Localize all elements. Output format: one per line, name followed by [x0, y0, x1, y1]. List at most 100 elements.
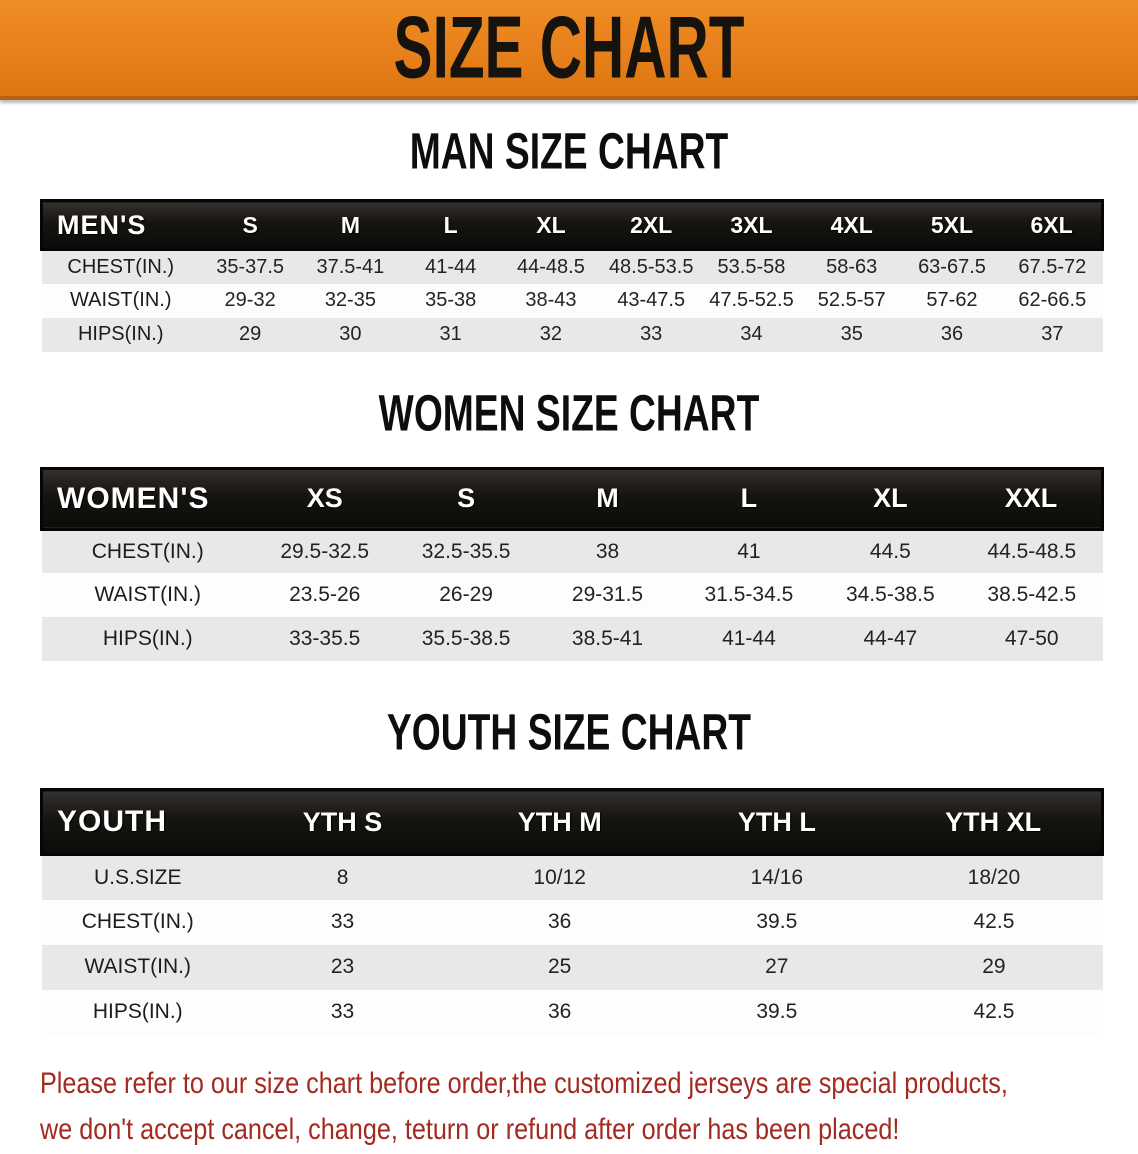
measurement-value: 32.5-35.5: [421, 539, 511, 563]
table-group-label: WOMEN'S: [40, 466, 254, 531]
measurement-label: U.S.SIZE: [93, 865, 182, 889]
measurement-value: 33: [330, 1000, 355, 1023]
size-column-header: 2XL: [601, 199, 702, 251]
measurement-label: CHEST(IN.): [91, 539, 204, 563]
size-column-header: YTH XL: [885, 788, 1105, 856]
measurement-value: 33: [640, 323, 663, 345]
measurement-value: 26-29: [439, 583, 493, 606]
measurement-row: HIPS(IN.) 29 30 31 32 33 34 35 36 37: [41, 317, 1103, 352]
measurement-value: 44-47: [863, 627, 918, 650]
mens-section: MAN SIZE CHART MEN'S S M L XL 2XL 3XL 4XL 5XL 6XL…: [0, 123, 1138, 352]
womens-section: WOMEN SIZE CHART WOMEN'S XS S M L XL XXL CHEST(…: [0, 385, 1138, 661]
measurement-row: CHEST(IN.) 35-37.5 37.5-41 41-44 44-48.5 48.5…: [41, 249, 1103, 284]
measurement-value: 53.5-58: [717, 255, 786, 278]
measurement-value: 31.5-34.5: [704, 583, 794, 606]
measurement-value: 57-62: [926, 289, 978, 311]
size-table-header-row: MEN'S S M L XL 2XL 3XL 4XL 5XL 6XL: [40, 199, 1105, 251]
womens-chart-title: WOMEN SIZE CHART: [378, 385, 760, 442]
measurement-value: 31: [439, 323, 462, 345]
measurement-value: 48.5-53.5: [608, 255, 694, 278]
size-column-header: M: [536, 466, 679, 531]
measurement-label: CHEST(IN.): [67, 255, 175, 278]
measurement-value: 42.5: [973, 1000, 1015, 1023]
measurement-value: 47.5-52.5: [709, 289, 794, 311]
measurement-value: 29: [239, 323, 262, 345]
measurement-value: 44-48.5: [517, 255, 585, 278]
measurement-row: HIPS(IN.) 33-35.5 35.5-38.5 38.5-41 41-44 44-…: [41, 617, 1103, 661]
measurement-value: 38-43: [525, 289, 577, 311]
measurement-value: 41-44: [722, 627, 776, 650]
size-column-header: L: [678, 466, 820, 531]
measurement-row: CHEST(IN.) 29.5-32.5 32.5-35.5 38 41 44.5 44.5…: [41, 529, 1103, 573]
measurement-label: CHEST(IN.): [81, 910, 194, 933]
measurement-value: 33: [330, 910, 355, 933]
measurement-label: HIPS(IN.): [92, 1000, 183, 1023]
size-column-header: S: [200, 199, 301, 251]
youth-chart-title: YOUTH SIZE CHART: [386, 704, 752, 762]
size-column-header: XL: [819, 466, 962, 531]
measurement-value: 52.5-57: [817, 289, 886, 311]
measurement-value: 14/16: [750, 865, 804, 889]
size-column-header: XS: [254, 466, 396, 531]
measurement-value: 33-35.5: [289, 627, 361, 650]
measurement-value: 44.5-48.5: [987, 539, 1077, 563]
measurement-value: 18/20: [967, 865, 1021, 889]
measurement-value: 10/12: [533, 865, 586, 889]
table-group-label: YOUTH: [40, 788, 234, 856]
measurement-row: WAIST(IN.) 23 25 27 29: [41, 944, 1103, 990]
youth-section: YOUTH SIZE CHART YOUTH YTH S YTH M YTH L YTH…: [0, 704, 1138, 1035]
measurement-value: 35-37.5: [216, 255, 285, 278]
measurement-value: 23.5-26: [289, 583, 361, 606]
size-column-header: YTH S: [234, 788, 452, 856]
measurement-value: 23: [330, 955, 355, 978]
measurement-value: 34: [740, 323, 763, 345]
size-column-header: XL: [500, 199, 602, 251]
measurement-label: WAIST(IN.): [94, 583, 202, 606]
measurement-row: WAIST(IN.) 23.5-26 26-29 29-31.5 31.5-34.5 34…: [41, 573, 1103, 617]
measurement-value: 41-44: [425, 255, 477, 278]
measurement-value: 29: [982, 955, 1006, 978]
mens-chart-title: MAN SIZE CHART: [409, 123, 729, 181]
measurement-value: 27: [765, 955, 789, 978]
measurement-value: 47-50: [1004, 627, 1059, 650]
measurement-row: U.S.SIZE 8 10/12 14/16 18/20: [41, 854, 1103, 900]
measurement-value: 37.5-41: [316, 255, 385, 278]
banner-title: SIZE CHART: [393, 0, 745, 97]
measurement-value: 34.5-38.5: [845, 583, 935, 606]
measurement-value: 38: [595, 539, 620, 563]
size-column-header: XXL: [961, 466, 1105, 531]
womens-size-table: WOMEN'S XS S M L XL XXL CHEST(IN.) 29.5-32.5 32.5…: [40, 466, 1105, 661]
measurement-value: 42.5: [973, 910, 1015, 933]
size-column-header: M: [300, 199, 401, 251]
size-chart-banner: SIZE CHART: [0, 0, 1138, 100]
measurement-value: 58-63: [826, 255, 878, 278]
measurement-value: 35: [840, 323, 863, 345]
size-column-header: YTH L: [668, 788, 886, 856]
measurement-value: 38.5-41: [571, 627, 644, 650]
size-column-header: 5XL: [901, 199, 1003, 251]
measurement-label: WAIST(IN.): [70, 289, 172, 311]
measurement-value: 44.5: [869, 539, 911, 563]
measurement-value: 38.5-42.5: [987, 583, 1077, 606]
disclaimer-line-1: Please refer to our size chart before or…: [40, 1066, 1008, 1100]
size-column-header: YTH M: [451, 788, 669, 856]
size-column-header: 6XL: [1002, 199, 1105, 251]
measurement-value: 32: [539, 323, 563, 345]
measurement-value: 63-67.5: [918, 255, 986, 278]
measurement-value: 37: [1041, 323, 1064, 345]
measurement-label: HIPS(IN.): [102, 627, 193, 650]
size-column-header: S: [395, 466, 537, 531]
measurement-value: 32-35: [324, 289, 376, 311]
measurement-value: 36: [940, 323, 964, 345]
measurement-label: HIPS(IN.): [77, 323, 164, 345]
measurement-value: 36: [548, 1000, 572, 1023]
measurement-value: 35.5-38.5: [421, 627, 511, 650]
disclaimer-note: Please refer to our size chart before or…: [40, 1061, 1138, 1154]
table-group-label: MEN'S: [40, 199, 200, 251]
mens-size-table: MEN'S S M L XL 2XL 3XL 4XL 5XL 6XL CHEST(IN.) 35-37…: [40, 199, 1105, 352]
size-table-header-row: YOUTH YTH S YTH M YTH L YTH XL: [40, 788, 1105, 856]
disclaimer-line-2: we don't accept cancel, change, teturn o…: [40, 1113, 900, 1146]
measurement-row: HIPS(IN.) 33 36 39.5 42.5: [41, 989, 1103, 1035]
measurement-value: 41: [737, 539, 761, 563]
measurement-value: 67.5-72: [1018, 255, 1087, 278]
